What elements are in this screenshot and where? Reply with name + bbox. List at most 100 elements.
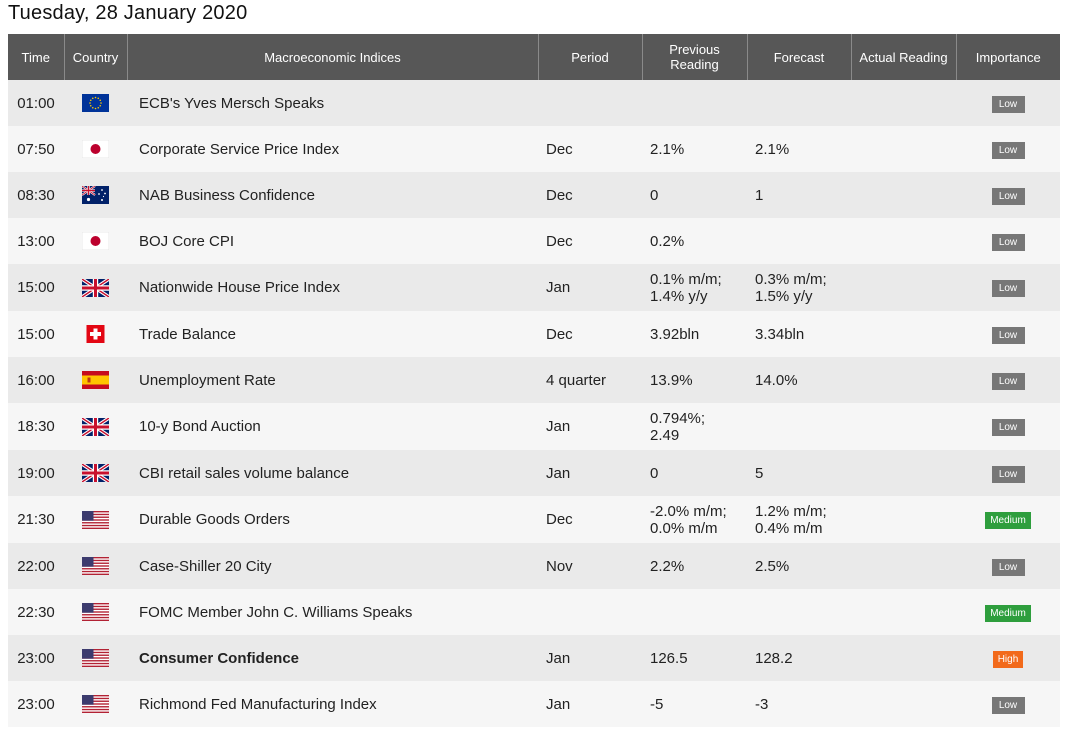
- forecast-cell: 1: [747, 172, 851, 218]
- header-country: Country: [64, 34, 128, 80]
- previous-line2: 2.49: [650, 426, 680, 444]
- previous-line1: 2.1%: [650, 140, 685, 158]
- forecast-line1: 14.0%: [755, 371, 798, 389]
- time-cell: 15:00: [8, 311, 64, 357]
- period-cell: Jan: [538, 681, 642, 727]
- forecast-line1: 2.1%: [755, 140, 790, 158]
- previous-reading-cell: 0: [642, 450, 747, 496]
- time-cell: 22:00: [8, 543, 64, 589]
- period-cell: [538, 589, 642, 635]
- previous-reading-cell: 2.2%: [642, 543, 747, 589]
- indicator-name: Durable Goods Orders: [127, 496, 538, 543]
- time-cell: 08:30: [8, 172, 64, 218]
- japan-flag-icon: [82, 140, 109, 159]
- forecast-cell: [747, 218, 851, 264]
- header-time: Time: [8, 34, 65, 80]
- indicator-name: Richmond Fed Manufacturing Index: [127, 681, 538, 727]
- forecast-cell: 14.0%: [747, 357, 851, 403]
- indicator-name: ECB's Yves Mersch Speaks: [127, 80, 538, 126]
- previous-reading-cell: [642, 589, 747, 635]
- table-row: 23:00 Richmond Fed Manufacturing Index Jan…: [8, 681, 1060, 727]
- forecast-cell: 0.3% m/m; 1.5% y/y: [747, 264, 851, 311]
- importance-badge: Medium: [985, 604, 1031, 622]
- economic-calendar-table: Time Country Macroeconomic Indices Perio…: [8, 34, 1060, 727]
- period-cell: Dec: [538, 218, 642, 264]
- forecast-cell: 3.34bln: [747, 311, 851, 357]
- period-cell: Dec: [538, 126, 642, 172]
- usa-flag-icon: [82, 510, 109, 529]
- previous-line1: 126.5: [650, 649, 688, 667]
- indicator-name: Consumer Confidence: [127, 635, 538, 681]
- indicator-name: BOJ Core CPI: [127, 218, 538, 264]
- australia-flag-icon: [82, 186, 109, 205]
- period-cell: Dec: [538, 172, 642, 218]
- table-row: 22:30 FOMC Member John C. Williams Speaks…: [8, 589, 1060, 635]
- actual-reading-cell: [851, 681, 956, 727]
- table-row: 18:30 10-y Bond Auction Jan 0.794%; 2.49 Low: [8, 403, 1060, 450]
- period-cell: 4 quarter: [538, 357, 642, 403]
- previous-reading-cell: -2.0% m/m; 0.0% m/m: [642, 496, 747, 543]
- header-actual: Actual Reading: [851, 34, 957, 80]
- previous-line1: 0: [650, 464, 659, 482]
- previous-line2: 0.0% m/m: [650, 519, 718, 537]
- period-cell: Jan: [538, 264, 642, 311]
- actual-reading-cell: [851, 126, 956, 172]
- forecast-line1: 1.2% m/m;: [755, 502, 827, 520]
- previous-line1: 3.92bln: [650, 325, 700, 343]
- actual-reading-cell: [851, 357, 956, 403]
- importance-badge: Low: [991, 696, 1025, 714]
- previous-line1: -5: [650, 695, 664, 713]
- actual-reading-cell: [851, 311, 956, 357]
- importance-badge: Low: [991, 233, 1025, 251]
- table-row: 15:00 Trade Balance Dec 3.92bln 3.34bln Low: [8, 311, 1060, 357]
- table-row: 19:00 CBI retail sales volume balance Jan 0…: [8, 450, 1060, 496]
- importance-badge: Low: [991, 95, 1025, 113]
- period-cell: Jan: [538, 403, 642, 450]
- forecast-cell: 5: [747, 450, 851, 496]
- indicator-name: CBI retail sales volume balance: [127, 450, 538, 496]
- time-cell: 19:00: [8, 450, 64, 496]
- header-importance: Importance: [956, 34, 1060, 80]
- forecast-line2: 1.5% y/y: [755, 287, 813, 305]
- time-cell: 15:00: [8, 264, 64, 311]
- previous-line1: 2.2%: [650, 557, 685, 575]
- indicator-name: Unemployment Rate: [127, 357, 538, 403]
- forecast-line2: 0.4% m/m: [755, 519, 823, 537]
- page-title: Tuesday, 28 January 2020: [8, 2, 248, 24]
- period-cell: Jan: [538, 635, 642, 681]
- actual-reading-cell: [851, 264, 956, 311]
- importance-badge: Medium: [985, 512, 1031, 529]
- table-row: 21:30 Durable Goods Orders Dec -2.0% m/m; 0.…: [8, 496, 1060, 543]
- time-cell: 16:00: [8, 357, 64, 403]
- forecast-cell: 128.2: [747, 635, 851, 681]
- actual-reading-cell: [851, 172, 956, 218]
- indicator-name: 10-y Bond Auction: [127, 403, 538, 450]
- table-row: 08:30 NAB Business Confidence Dec 0 1 Low: [8, 172, 1060, 218]
- table-row: 16:00 Unemployment Rate 4 quarter 13.9% 14.0…: [8, 357, 1060, 403]
- previous-reading-cell: 2.1%: [642, 126, 747, 172]
- usa-flag-icon: [82, 557, 109, 576]
- header-indices: Macroeconomic Indices: [127, 34, 539, 80]
- uk-flag-icon: [82, 417, 109, 436]
- time-cell: 21:30: [8, 496, 64, 543]
- previous-line1: 0.794%;: [650, 409, 706, 427]
- uk-flag-icon: [82, 278, 109, 297]
- indicator-name: Case-Shiller 20 City: [127, 543, 538, 589]
- header-previous: Previous Reading: [642, 34, 748, 80]
- time-cell: 07:50: [8, 126, 64, 172]
- actual-reading-cell: [851, 635, 956, 681]
- table-row: 01:00 ECB's Yves Mersch Speaks Low: [8, 80, 1060, 126]
- japan-flag-icon: [82, 232, 109, 251]
- forecast-cell: 2.1%: [747, 126, 851, 172]
- usa-flag-icon: [82, 603, 109, 622]
- time-cell: 23:00: [8, 635, 64, 681]
- forecast-line1: 3.34bln: [755, 325, 805, 343]
- usa-flag-icon: [82, 695, 109, 714]
- forecast-line1: -3: [755, 695, 769, 713]
- actual-reading-cell: [851, 403, 956, 450]
- forecast-line1: 128.2: [755, 649, 793, 667]
- eu-flag-icon: [82, 94, 109, 113]
- importance-badge: Low: [991, 465, 1025, 483]
- previous-line1: 0.2%: [650, 232, 685, 250]
- actual-reading-cell: [851, 496, 956, 543]
